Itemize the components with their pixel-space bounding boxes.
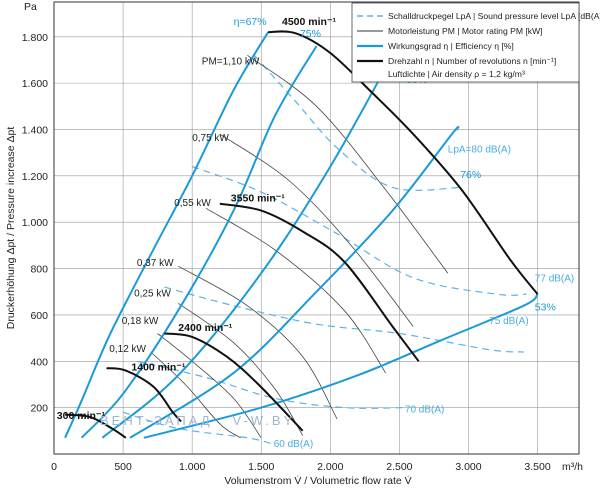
y-tick-label: 400: [30, 356, 48, 368]
efficiency-label-53: 53%: [535, 301, 556, 313]
y-tick-label: 600: [30, 310, 48, 322]
power-curve-0-18-kw: [157, 333, 262, 439]
efficiency-curve-53: [143, 293, 539, 439]
plot-frame: [53, 1, 580, 455]
axis-ticks: 0 500 1.000 1.500 2.000 2.500 3.000 3.500 200 400…: [22, 32, 551, 473]
legend-speed-text: Drehzahl n | Number of revolutions n [mi…: [388, 56, 556, 66]
efficiency-curve-67: [64, 31, 269, 439]
speed-label-1400: 1400 min⁻¹: [131, 362, 185, 374]
legend-sound-text: Schalldruckpegel LpA | Sound pressure le…: [388, 11, 600, 21]
curve-labels: 4500 min⁻¹ 3550 min⁻¹ 2400 min⁻¹ 1400 min⁻¹…: [57, 16, 574, 450]
power-label-0-55: 0,55 kW: [174, 198, 211, 209]
power-curve-0-75-kw: [219, 133, 414, 327]
y-axis-title: Druckerhöhung Δpt / Pressure increase Δp…: [5, 127, 17, 330]
legend-density-text: Luftdichte | Air density ρ = 1,2 kg/m³: [388, 69, 525, 79]
y-tick-label: 1.400: [22, 124, 48, 136]
x-tick-label: 2.000: [317, 461, 343, 473]
sound-label-80: LpA=80 dB(A): [448, 145, 511, 156]
efficiency-curve-75: [80, 45, 318, 439]
sound-curve-60-db-a: [122, 411, 276, 446]
x-tick-label: 1.000: [179, 461, 205, 473]
y-tick-label: 1.000: [22, 217, 48, 229]
legend-efficiency-text: Wirkungsgrad η | Efficiency η [%]: [388, 41, 514, 51]
x-tick-label: 3.000: [455, 461, 481, 473]
efficiency-curve-76: [129, 125, 460, 439]
y-tick-label: 800: [30, 264, 48, 276]
x-axis-title: Volumenstrom V̇ / Volumetric flow rate V…: [224, 474, 411, 487]
x-tick-label: 0: [51, 461, 57, 473]
power-curve-0-12-kw: [150, 351, 241, 439]
sound-label-60: 60 dB(A): [274, 439, 313, 450]
watermark: ВЕНТ-ЗАПАД . V-W.BY: [100, 413, 295, 428]
efficiency-curve-80: [101, 54, 394, 439]
power-label-0-12: 0,12 kW: [109, 344, 146, 355]
speed-label-2400: 2400 min⁻¹: [178, 322, 232, 334]
x-unit-label: m³/h: [562, 461, 583, 473]
efficiency-label-67: η=67%: [234, 16, 267, 28]
power-label-0-25: 0,25 kW: [134, 288, 171, 299]
efficiency-label-75: 75%: [300, 28, 321, 40]
efficiency-label-76: 76%: [460, 169, 481, 181]
sound-label-77: 77 dB(A): [535, 273, 574, 284]
y-unit-label: Pa: [24, 1, 37, 13]
x-tick-label: 3.500: [524, 461, 550, 473]
x-tick-label: 2.500: [386, 461, 412, 473]
x-tick-label: 1.500: [248, 461, 274, 473]
y-tick-label: 1.800: [22, 32, 48, 44]
power-label-1-10: PM=1,10 kW: [202, 57, 260, 68]
y-tick-label: 1.600: [22, 78, 48, 90]
sound-label-70: 70 dB(A): [405, 404, 444, 415]
speed-curve-2400-min: [164, 332, 304, 432]
power-curve-0-55-kw: [205, 207, 386, 374]
speed-curve-3550-min: [219, 202, 420, 362]
power-label-0-75: 0,75 kW: [192, 133, 229, 144]
speed-curve-300-min: [65, 413, 127, 439]
speed-curve-1400-min: [106, 367, 182, 423]
y-tick-label: 1.200: [22, 171, 48, 183]
y-tick-label: 200: [30, 403, 48, 415]
x-tick-label: 500: [114, 461, 132, 473]
speed-label-4500: 4500 min⁻¹: [282, 16, 336, 28]
legend-box: Schalldruckpegel LpA | Sound pressure le…: [351, 2, 600, 83]
speed-curve-4500-min: [268, 30, 539, 295]
power-curve-pm-1-10-kw: [247, 54, 449, 274]
power-curve-0-25-kw: [178, 302, 304, 436]
sound-curve-75-db-a: [164, 286, 524, 353]
sound-curve-lpa-80-db-a: [253, 54, 462, 191]
sound-curve-70-db-a: [136, 360, 407, 409]
speed-label-3550: 3550 min⁻¹: [231, 192, 285, 204]
power-label-0-37: 0,37 kW: [137, 258, 174, 269]
power-label-0-18: 0,18 kW: [122, 316, 159, 327]
speed-label-300: 300 min⁻¹: [57, 410, 106, 422]
legend-background: [351, 2, 580, 83]
curves-layer: [64, 30, 539, 446]
power-curve-0-37-kw: [178, 265, 338, 420]
sound-label-75: 75 dB(A): [489, 316, 528, 327]
legend-power-text: Motorleistung PM | Motor rating PM [kW]: [388, 26, 543, 36]
